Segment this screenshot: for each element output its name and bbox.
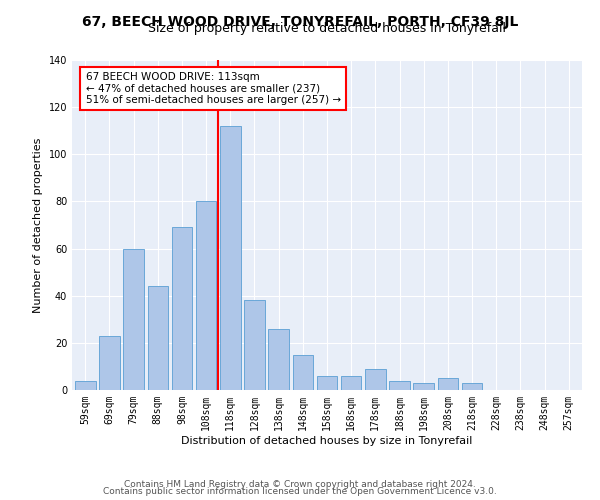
Bar xyxy=(341,376,361,390)
Bar xyxy=(124,248,144,390)
Bar xyxy=(75,380,95,390)
Text: Contains public sector information licensed under the Open Government Licence v3: Contains public sector information licen… xyxy=(103,487,497,496)
Text: 67, BEECH WOOD DRIVE, TONYREFAIL, PORTH, CF39 8JL: 67, BEECH WOOD DRIVE, TONYREFAIL, PORTH,… xyxy=(82,15,518,29)
Bar xyxy=(99,336,120,390)
X-axis label: Distribution of detached houses by size in Tonyrefail: Distribution of detached houses by size … xyxy=(181,436,473,446)
Bar xyxy=(437,378,458,390)
Bar xyxy=(220,126,241,390)
Bar xyxy=(365,369,386,390)
Bar xyxy=(244,300,265,390)
Text: Contains HM Land Registry data © Crown copyright and database right 2024.: Contains HM Land Registry data © Crown c… xyxy=(124,480,476,489)
Bar xyxy=(293,354,313,390)
Bar xyxy=(196,202,217,390)
Bar xyxy=(413,383,434,390)
Bar xyxy=(389,380,410,390)
Text: 67 BEECH WOOD DRIVE: 113sqm
← 47% of detached houses are smaller (237)
51% of se: 67 BEECH WOOD DRIVE: 113sqm ← 47% of det… xyxy=(86,72,341,105)
Bar xyxy=(462,383,482,390)
Y-axis label: Number of detached properties: Number of detached properties xyxy=(33,138,43,312)
Bar xyxy=(317,376,337,390)
Bar xyxy=(148,286,168,390)
Bar xyxy=(268,328,289,390)
Title: Size of property relative to detached houses in Tonyrefail: Size of property relative to detached ho… xyxy=(148,22,506,35)
Bar xyxy=(172,228,192,390)
